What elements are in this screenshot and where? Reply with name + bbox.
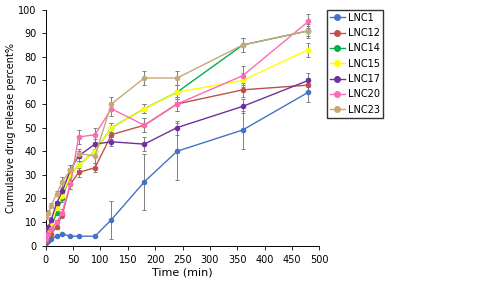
Legend: LNC1, LNC12, LNC14, LNC15, LNC17, LNC20, LNC23: LNC1, LNC12, LNC14, LNC15, LNC17, LNC20,… <box>327 10 384 118</box>
Y-axis label: Cumulative drug release percent%: Cumulative drug release percent% <box>6 43 16 213</box>
X-axis label: Time (min): Time (min) <box>152 267 213 277</box>
